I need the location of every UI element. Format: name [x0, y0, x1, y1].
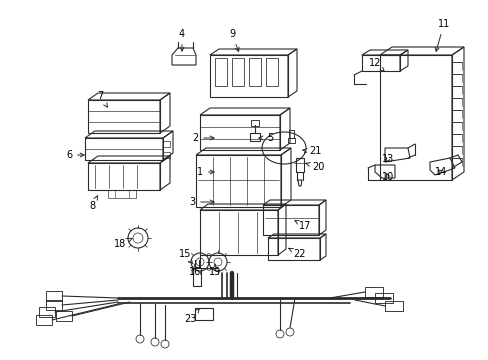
- Bar: [108, 190, 136, 198]
- Bar: [248, 58, 261, 86]
- Text: 15: 15: [179, 249, 193, 264]
- Text: 6: 6: [66, 150, 84, 160]
- Bar: [374, 293, 392, 303]
- Text: 1: 1: [197, 167, 214, 177]
- Bar: [231, 58, 244, 86]
- Text: 16: 16: [188, 264, 201, 277]
- Bar: [249, 133, 260, 141]
- Text: 18: 18: [114, 238, 132, 249]
- Bar: [200, 115, 280, 150]
- Bar: [195, 308, 213, 320]
- Text: 5: 5: [258, 133, 273, 143]
- Text: 13: 13: [381, 154, 393, 164]
- Text: 9: 9: [228, 29, 239, 51]
- Text: 3: 3: [188, 197, 214, 207]
- Bar: [163, 152, 170, 158]
- Bar: [287, 138, 294, 143]
- Text: 8: 8: [89, 195, 98, 211]
- Bar: [46, 300, 62, 310]
- Bar: [288, 130, 293, 138]
- Bar: [85, 138, 163, 160]
- Bar: [263, 205, 318, 235]
- Text: 11: 11: [434, 19, 449, 51]
- Text: 23: 23: [183, 309, 199, 324]
- Bar: [200, 210, 278, 255]
- Bar: [384, 301, 402, 311]
- Text: 4: 4: [179, 29, 184, 51]
- Bar: [267, 238, 319, 260]
- Bar: [364, 287, 382, 297]
- Bar: [209, 55, 287, 97]
- Bar: [46, 291, 62, 301]
- Bar: [88, 100, 160, 133]
- Bar: [379, 55, 451, 180]
- Bar: [56, 311, 72, 321]
- Text: 12: 12: [368, 58, 384, 71]
- Bar: [36, 315, 52, 325]
- Text: 10: 10: [381, 172, 393, 182]
- Bar: [361, 55, 399, 71]
- Bar: [215, 58, 226, 86]
- Text: 21: 21: [302, 146, 321, 156]
- Text: 19: 19: [208, 264, 221, 277]
- Bar: [193, 268, 201, 286]
- Bar: [250, 120, 259, 126]
- Bar: [196, 155, 281, 207]
- Text: 20: 20: [305, 162, 324, 172]
- Bar: [295, 158, 304, 172]
- Text: 14: 14: [434, 167, 446, 177]
- Text: 22: 22: [288, 248, 305, 259]
- Text: 7: 7: [97, 91, 107, 107]
- Bar: [39, 307, 55, 317]
- Bar: [88, 163, 160, 190]
- Bar: [265, 58, 278, 86]
- Text: 2: 2: [191, 133, 214, 143]
- Text: 17: 17: [294, 221, 310, 231]
- Bar: [163, 141, 170, 147]
